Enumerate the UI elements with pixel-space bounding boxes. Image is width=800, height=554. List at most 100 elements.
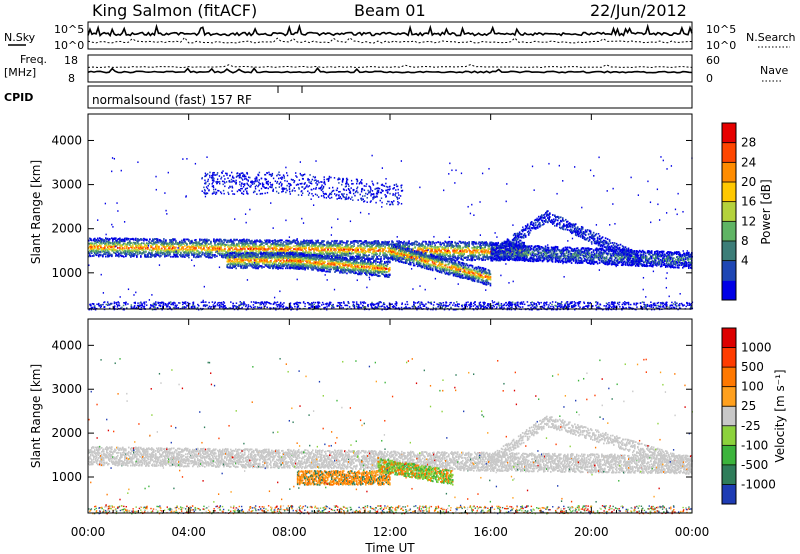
power-cell: [168, 247, 170, 249]
power-cell: [142, 249, 144, 252]
power-cell: [364, 249, 366, 252]
power-cell: [354, 239, 356, 242]
power-cell: [438, 254, 440, 256]
power-cell: [222, 303, 225, 306]
power-cell: [339, 240, 341, 243]
power-cell: [374, 253, 376, 256]
power-cell: [159, 304, 162, 307]
power-cell: [427, 244, 429, 247]
power-cell: [426, 250, 428, 253]
power-cell: [248, 248, 250, 250]
power-cell: [219, 303, 221, 306]
power-cell: [405, 305, 407, 308]
power-cell: [95, 245, 97, 248]
power-cell: [134, 247, 136, 250]
power-cell: [577, 305, 580, 307]
power-cell: [143, 237, 145, 240]
power-cell: [260, 303, 262, 305]
power-cell: [450, 306, 452, 309]
power-cell: [325, 303, 328, 306]
power-cell: [657, 301, 660, 304]
power-cell: [471, 252, 473, 255]
power-cell: [260, 243, 262, 246]
power-cell: [204, 245, 206, 248]
power-cell: [217, 250, 219, 253]
power-cell: [140, 246, 142, 248]
power-cell: [139, 304, 141, 306]
power-cell: [103, 301, 106, 303]
power-cell: [314, 301, 317, 304]
power-cell: [133, 238, 135, 241]
power-cell: [118, 243, 120, 246]
power-cell: [382, 249, 384, 252]
power-cell: [318, 241, 320, 244]
power-cell: [418, 307, 420, 310]
power-cell: [293, 239, 295, 242]
power-cell: [160, 251, 162, 254]
power-cell: [552, 308, 555, 311]
power-cell: [99, 248, 101, 250]
power-cell: [514, 302, 516, 304]
power-cell: [349, 246, 351, 249]
power-cell: [214, 242, 216, 245]
power-cell: [313, 242, 315, 245]
power-cell: [439, 250, 441, 252]
power-cell: [372, 251, 374, 253]
power-cell: [461, 247, 463, 250]
power-cell: [345, 244, 347, 246]
power-cell: [352, 246, 354, 249]
power-cell: [340, 247, 342, 250]
power-cell: [135, 248, 137, 251]
power-cell: [245, 241, 247, 244]
power-cell: [200, 244, 202, 247]
power-cell: [252, 244, 254, 247]
power-cell: [227, 252, 229, 255]
power-cell: [480, 250, 482, 253]
power-cell: [393, 306, 396, 308]
power-cell: [143, 307, 145, 309]
power-cell: [150, 245, 152, 247]
power-cell: [98, 245, 100, 247]
power-cell: [115, 249, 117, 252]
power-cell: [144, 255, 146, 258]
power-cell: [303, 246, 305, 249]
power-cell: [546, 303, 548, 306]
power-cell: [159, 301, 161, 304]
power-cell: [330, 301, 332, 304]
power-cell: [127, 251, 129, 253]
power-cell: [287, 243, 289, 246]
power-cell: [429, 301, 431, 304]
power-cell: [132, 255, 134, 257]
power-cell: [407, 242, 409, 245]
power-cell: [104, 245, 106, 248]
power-cell: [475, 307, 477, 309]
power-cell: [618, 303, 620, 306]
power-cell: [246, 307, 249, 309]
power-cell: [144, 238, 146, 241]
power-cell: [176, 243, 178, 246]
power-cell: [207, 307, 210, 309]
power-cell: [88, 247, 90, 249]
power-cell: [372, 255, 374, 258]
power-cell: [130, 246, 132, 249]
power-cell: [323, 249, 325, 252]
power-cell: [185, 242, 187, 245]
power-cell: [613, 303, 615, 305]
power-cell: [180, 252, 182, 255]
power-cell: [284, 244, 286, 247]
power-cell: [229, 247, 231, 250]
power-cell: [251, 239, 253, 242]
power-cell: [469, 303, 472, 306]
power-cell: [315, 239, 317, 242]
power-cell: [279, 301, 282, 304]
power-cell: [341, 247, 343, 249]
power-cell: [230, 239, 232, 242]
power-cell: [474, 301, 476, 303]
power-cell: [481, 247, 483, 249]
power-cell: [96, 241, 98, 244]
power-cell: [196, 242, 198, 244]
power-cell: [444, 251, 446, 254]
power-cell: [135, 239, 137, 242]
power-cell: [361, 256, 363, 259]
power-cell: [566, 303, 569, 305]
